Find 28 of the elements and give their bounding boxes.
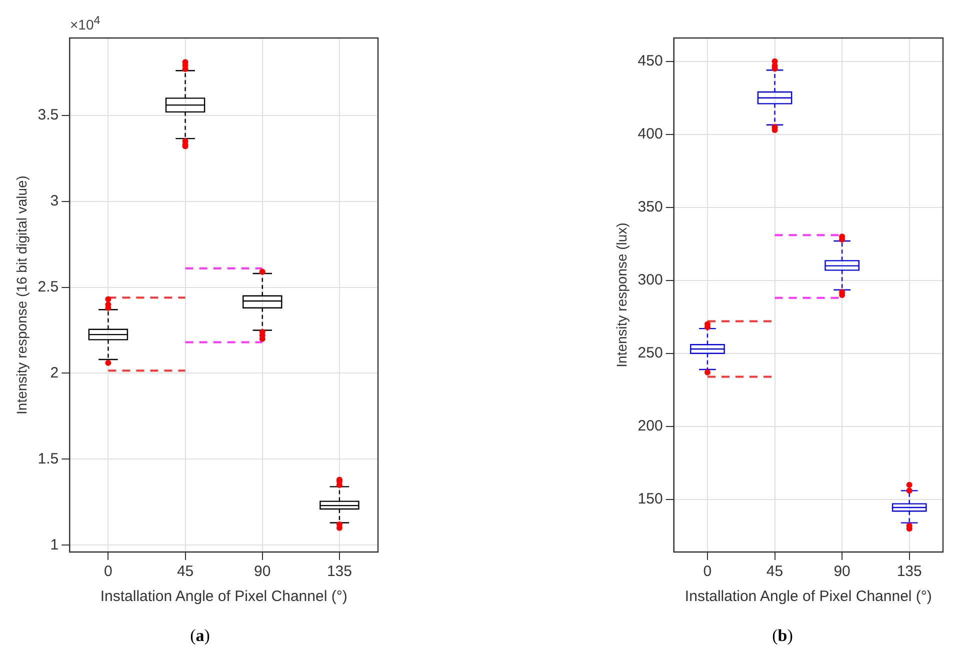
- y-tick-label: 3.5: [38, 106, 59, 124]
- y-axis-title: Intensity response (16 bit digital value): [13, 176, 30, 414]
- x-axis-title: Installation Angle of Pixel Channel (°): [100, 588, 348, 606]
- y-tick-label: 1.5: [38, 450, 59, 468]
- y-tick-label: 200: [638, 418, 663, 435]
- x-axis-title: Installation Angle of Pixel Channel (°): [684, 588, 932, 606]
- x-tick-label: 135: [896, 563, 922, 580]
- y-tick-label: 150: [638, 490, 663, 508]
- y-tick-label: 400: [638, 126, 663, 143]
- x-tick-label: 135: [326, 563, 352, 580]
- y-tick-label: 2.5: [38, 278, 59, 296]
- y-tick-label: 450: [638, 52, 663, 70]
- y-tick-label: 1: [50, 536, 59, 554]
- x-tick-label: 90: [834, 563, 850, 580]
- y-tick-label: 3: [50, 192, 59, 210]
- x-tick-label: 0: [104, 563, 112, 580]
- y-tick-label: 300: [638, 272, 663, 289]
- text: (b): [771, 626, 794, 646]
- y-tick-label: 250: [638, 344, 663, 362]
- x-tick-label: 0: [703, 563, 712, 580]
- text: ×10$^{4}$: [70, 14, 100, 33]
- x-tick-label: 45: [176, 563, 194, 580]
- x-tick-label: 90: [254, 563, 271, 580]
- y-tick-label: 350: [638, 198, 663, 216]
- x-tick-label: 45: [766, 563, 784, 580]
- y-tick-label: 2: [50, 364, 59, 382]
- y-axis-title: Intensity response (lux): [613, 222, 630, 368]
- text: (a): [189, 626, 211, 646]
